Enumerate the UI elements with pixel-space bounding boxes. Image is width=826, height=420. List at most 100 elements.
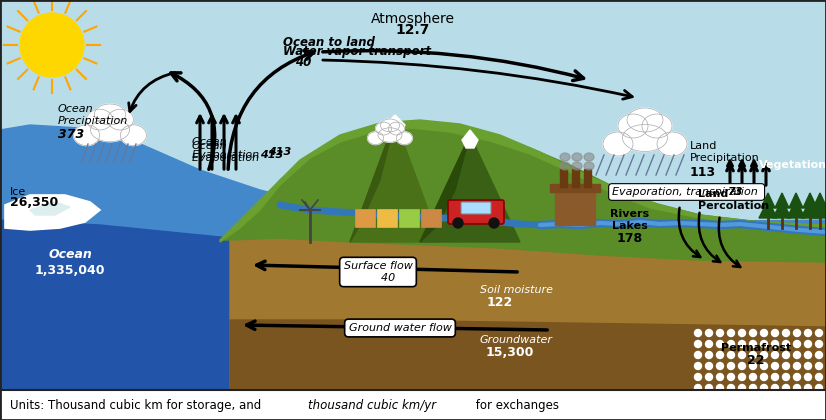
Ellipse shape	[584, 153, 594, 161]
Ellipse shape	[376, 122, 392, 135]
Ellipse shape	[560, 153, 570, 161]
FancyBboxPatch shape	[448, 200, 504, 224]
Circle shape	[815, 373, 823, 381]
Circle shape	[749, 352, 757, 359]
Text: Units: Thousand cubic km for storage, and: Units: Thousand cubic km for storage, an…	[10, 399, 265, 412]
Text: 178: 178	[617, 231, 643, 244]
Text: for exchanges: for exchanges	[472, 399, 559, 412]
Text: Ocean: Ocean	[48, 249, 92, 262]
Text: 413: 413	[268, 147, 291, 157]
Bar	[560, 169, 567, 187]
Bar	[550, 184, 600, 192]
Circle shape	[805, 373, 811, 381]
FancyArrowPatch shape	[323, 51, 583, 81]
Text: Rivers
Lakes: Rivers Lakes	[610, 209, 649, 231]
Text: 15,300: 15,300	[486, 346, 534, 359]
Circle shape	[771, 384, 778, 391]
Circle shape	[749, 373, 757, 381]
Ellipse shape	[121, 125, 146, 146]
Text: thousand cubic km/yr: thousand cubic km/yr	[308, 399, 436, 412]
Text: 22: 22	[748, 354, 765, 367]
Ellipse shape	[627, 108, 663, 132]
Circle shape	[738, 384, 746, 391]
Ellipse shape	[74, 125, 100, 146]
Circle shape	[771, 373, 778, 381]
Circle shape	[728, 362, 734, 370]
Circle shape	[716, 362, 724, 370]
Circle shape	[805, 352, 811, 359]
Ellipse shape	[388, 122, 405, 135]
Text: Permafrost: Permafrost	[721, 343, 791, 353]
Bar	[421, 209, 441, 227]
FancyArrowPatch shape	[228, 51, 314, 169]
Circle shape	[749, 384, 757, 391]
Bar	[584, 169, 591, 187]
Circle shape	[728, 341, 734, 347]
Circle shape	[761, 384, 767, 391]
Circle shape	[453, 218, 463, 228]
Text: Ocean: Ocean	[192, 137, 228, 147]
Polygon shape	[230, 320, 826, 390]
Circle shape	[728, 384, 734, 391]
Text: Ocean
Precipitation: Ocean Precipitation	[58, 104, 128, 126]
Ellipse shape	[396, 132, 412, 144]
Polygon shape	[811, 200, 826, 218]
Circle shape	[805, 384, 811, 391]
Polygon shape	[789, 193, 803, 208]
Ellipse shape	[623, 124, 667, 152]
Text: Ocean to land: Ocean to land	[283, 36, 375, 48]
FancyArrowPatch shape	[679, 208, 700, 257]
Circle shape	[805, 330, 811, 336]
Circle shape	[705, 373, 713, 381]
Text: Atmosphere: Atmosphere	[371, 12, 455, 26]
Circle shape	[716, 341, 724, 347]
Polygon shape	[462, 130, 478, 148]
Circle shape	[805, 341, 811, 347]
Circle shape	[749, 330, 757, 336]
Text: 73: 73	[728, 187, 743, 197]
Polygon shape	[787, 200, 805, 218]
Ellipse shape	[618, 114, 648, 138]
Ellipse shape	[107, 109, 134, 130]
Text: Vegetation: Vegetation	[759, 160, 826, 170]
Polygon shape	[420, 135, 470, 242]
FancyBboxPatch shape	[461, 202, 491, 214]
Circle shape	[782, 373, 790, 381]
Polygon shape	[220, 120, 826, 242]
Text: 26,350: 26,350	[10, 195, 59, 208]
Circle shape	[20, 13, 84, 77]
Bar	[0, 390, 826, 420]
Text: Ocean
Evaporation: Ocean Evaporation	[192, 141, 263, 163]
Circle shape	[705, 352, 713, 359]
Circle shape	[695, 330, 701, 336]
Polygon shape	[230, 238, 826, 390]
Circle shape	[716, 330, 724, 336]
FancyArrowPatch shape	[323, 60, 632, 99]
Circle shape	[761, 373, 767, 381]
Polygon shape	[0, 220, 826, 390]
Circle shape	[695, 373, 701, 381]
Text: Water vapor transport: Water vapor transport	[283, 45, 431, 58]
Text: 12.7: 12.7	[396, 23, 430, 37]
Circle shape	[782, 352, 790, 359]
Polygon shape	[761, 193, 775, 208]
Text: 1,335,040: 1,335,040	[35, 263, 105, 276]
Text: Land
Percolation: Land Percolation	[698, 189, 769, 211]
Circle shape	[705, 362, 713, 370]
Ellipse shape	[560, 162, 570, 170]
Circle shape	[782, 362, 790, 370]
FancyArrowPatch shape	[257, 261, 517, 272]
Circle shape	[815, 352, 823, 359]
FancyArrowPatch shape	[171, 73, 215, 169]
Polygon shape	[773, 200, 791, 218]
Circle shape	[782, 330, 790, 336]
Bar	[377, 209, 397, 227]
Polygon shape	[220, 125, 826, 262]
Text: Ice: Ice	[10, 187, 26, 197]
Circle shape	[805, 362, 811, 370]
Circle shape	[794, 352, 800, 359]
Polygon shape	[350, 120, 440, 242]
Polygon shape	[801, 200, 819, 218]
Circle shape	[771, 330, 778, 336]
Circle shape	[815, 362, 823, 370]
